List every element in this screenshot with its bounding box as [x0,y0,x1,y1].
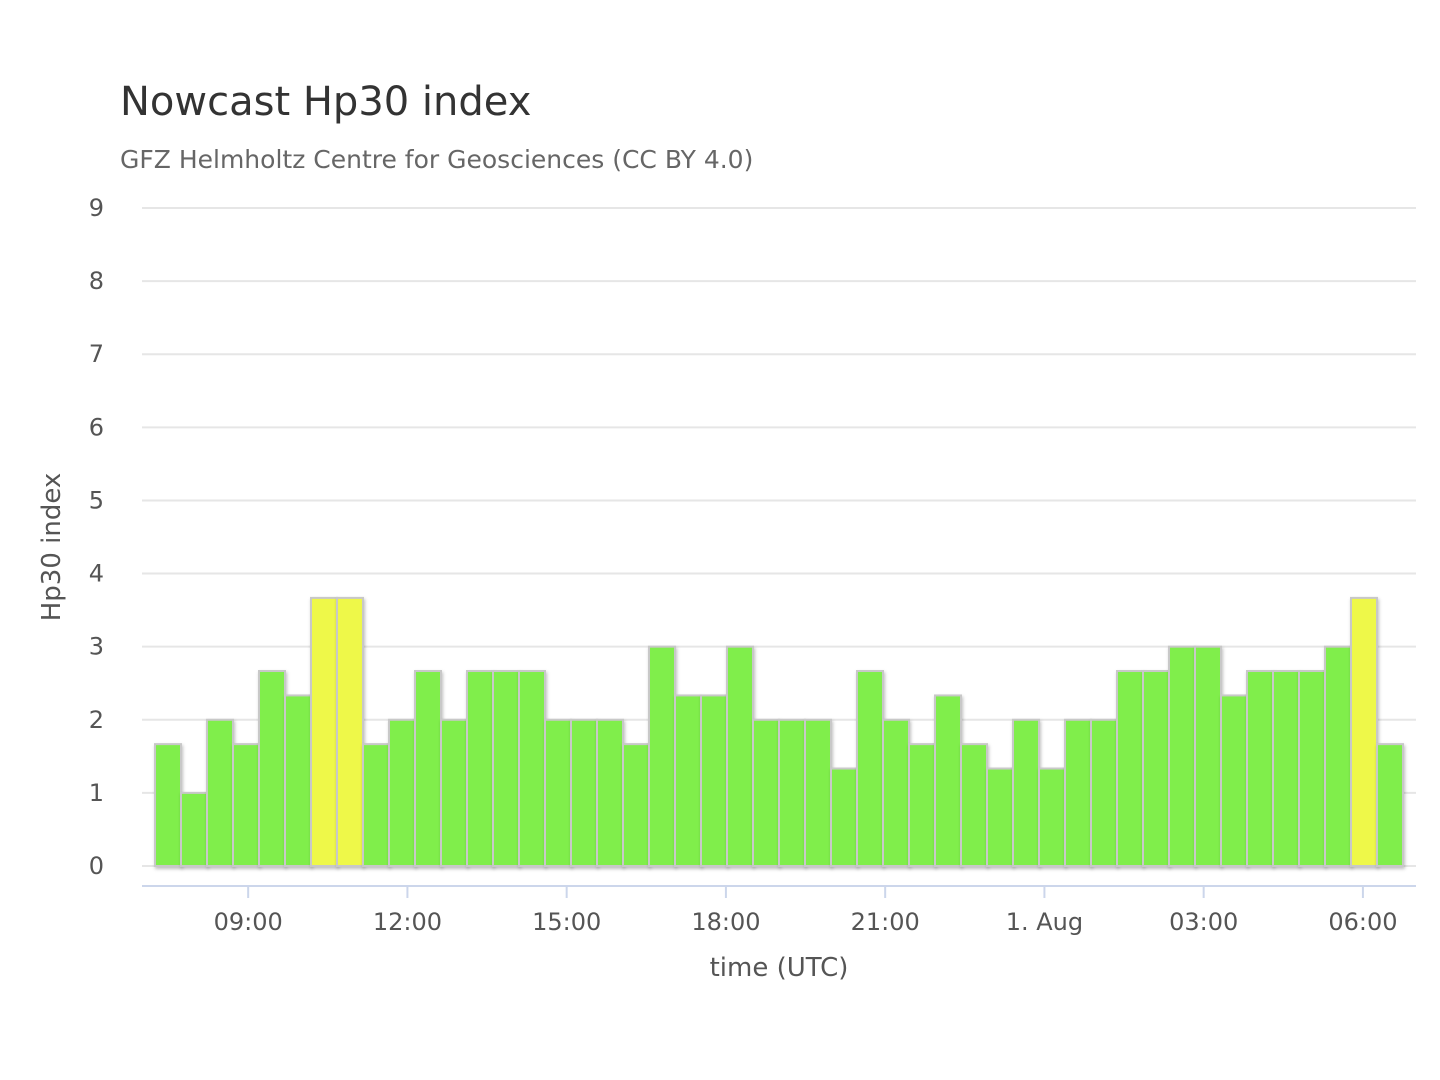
x-tick-label: 21:00 [851,908,920,936]
bar [284,694,312,867]
bar [206,718,234,867]
bar [1168,645,1196,868]
x-tick-label: 03:00 [1169,908,1238,936]
bar [726,645,754,868]
bar [466,670,494,868]
y-tick-label: 8 [89,267,104,295]
y-tick-label: 4 [89,560,104,588]
bar [336,596,364,867]
x-tick-label: 09:00 [214,908,283,936]
bar [570,718,598,867]
bar [1246,670,1274,868]
x-tick-label: 1. Aug [1006,908,1083,936]
bar [1090,718,1118,867]
chart-title: Nowcast Hp30 index [120,79,532,125]
bar [622,743,650,867]
bar [830,767,858,868]
bar [1194,645,1222,868]
bar [674,694,702,867]
bar [1064,718,1092,867]
bar [882,718,910,867]
y-tick-label: 7 [89,340,104,368]
bar [778,718,806,867]
bar [1376,743,1404,867]
y-tick-label: 5 [89,486,104,514]
y-tick-label: 1 [89,779,104,807]
y-axis-ticks: 0 1 2 3 4 5 6 7 8 9 [89,194,104,880]
bar [934,694,962,867]
bar [1272,670,1300,868]
x-tick-label: 18:00 [691,908,760,936]
bar [1220,694,1248,867]
bar [752,718,780,867]
bar [960,743,988,867]
bar [492,670,520,868]
bar [908,743,936,867]
bar [440,718,468,867]
bar [1116,670,1144,868]
bar [232,743,260,867]
y-tick-label: 6 [89,413,104,441]
bar [596,718,624,867]
bar [154,743,182,867]
x-tick-label: 06:00 [1328,908,1397,936]
y-axis-title: Hp30 index [37,473,67,622]
y-tick-label: 3 [89,633,104,661]
y-tick-label: 0 [89,852,104,880]
bar [986,767,1014,868]
bar [518,670,546,868]
x-axis-ticks: 09:00 12:00 15:00 18:00 21:00 1. Aug 03:00 06:0… [214,886,1398,936]
bar [804,718,832,867]
bar [414,670,442,868]
bar [388,718,416,867]
bar [1324,645,1352,868]
bar [1038,767,1066,868]
y-tick-label: 9 [89,194,104,222]
bar [544,718,572,867]
bar [700,694,728,867]
bar [1142,670,1170,868]
bar [258,670,286,868]
chart-subtitle: GFZ Helmholtz Centre for Geosciences (CC… [120,145,754,174]
bars [154,596,1404,868]
x-tick-label: 12:00 [373,908,442,936]
bar [362,743,390,867]
bar [310,596,338,867]
bar [1298,670,1326,868]
bar [648,645,676,868]
x-tick-label: 15:00 [532,908,601,936]
bar [1012,718,1040,867]
bar [1350,596,1378,867]
y-tick-label: 2 [89,706,104,734]
bar [856,670,884,868]
bar [180,791,208,868]
x-axis-title: time (UTC) [710,953,849,983]
